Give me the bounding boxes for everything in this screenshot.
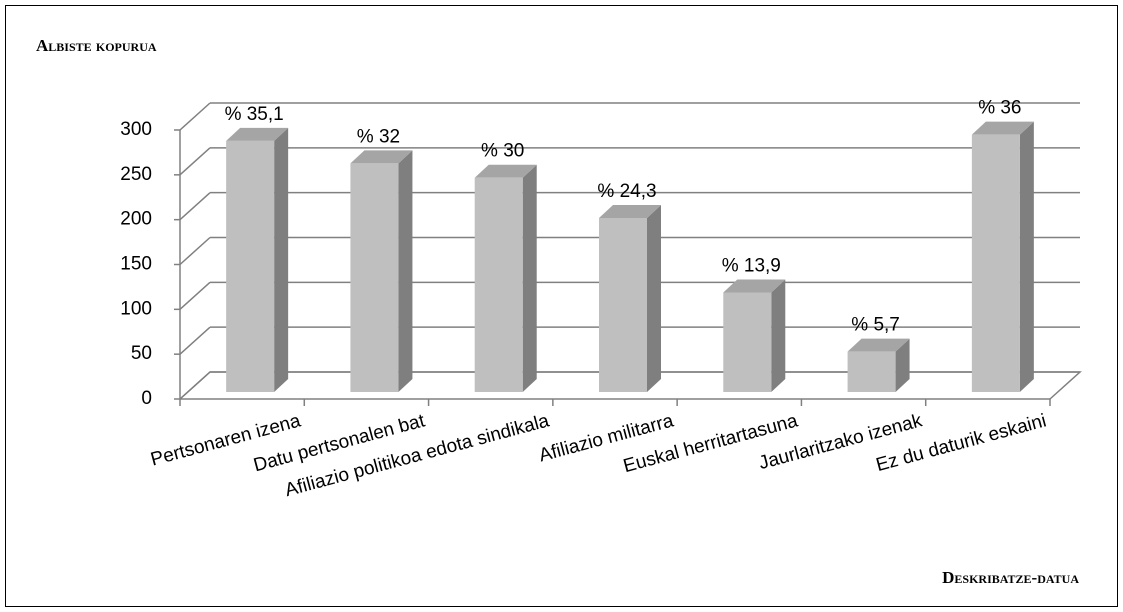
x-axis-label: Deskribatze-datua [942, 568, 1079, 587]
bar-top [847, 338, 910, 352]
y-tick-label: 150 [120, 254, 152, 275]
bar [350, 150, 413, 392]
chart-title: Albiste kopurua [36, 36, 157, 55]
grid-line-side [179, 192, 211, 221]
bar [723, 279, 786, 392]
bar-front [971, 134, 1020, 392]
bar-front [350, 163, 399, 392]
bar-top [599, 205, 661, 219]
grid-line-side [179, 236, 211, 266]
bar-top [226, 127, 289, 141]
bar-side [274, 127, 289, 392]
y-tick-label: 250 [120, 164, 152, 185]
bar-front [847, 351, 896, 392]
data-label: % 35,1 [225, 104, 284, 125]
bar [226, 127, 289, 392]
bar-top [971, 121, 1034, 135]
bar [971, 121, 1034, 392]
bar-side [771, 279, 786, 392]
data-label: % 36 [978, 98, 1021, 119]
grid-line-side [179, 147, 211, 176]
y-tick-label: 200 [120, 209, 152, 230]
y-tick-label: 100 [120, 298, 152, 319]
bar [599, 205, 661, 392]
data-label: % 13,9 [722, 255, 781, 276]
data-label: % 30 [481, 141, 524, 162]
grid-line-side [179, 371, 211, 400]
y-tick-label: 300 [120, 119, 152, 140]
y-tick-label: 50 [131, 343, 152, 364]
bar [474, 164, 537, 392]
bar-top [723, 279, 786, 293]
bar-side [398, 150, 413, 392]
bar [847, 338, 910, 392]
bar-top [350, 150, 413, 164]
y-tick-label: 0 [141, 388, 152, 409]
chart-frame [5, 5, 1118, 607]
data-label: % 32 [357, 126, 400, 147]
grid-line-side [179, 326, 211, 355]
grid-line-side [179, 281, 211, 310]
bar-front [723, 292, 772, 392]
bar-side [522, 164, 537, 392]
bar-side [647, 205, 661, 392]
bar-front [226, 140, 275, 392]
bar-top [474, 164, 537, 178]
data-label: % 5,7 [851, 315, 900, 336]
bar-front [599, 218, 647, 392]
bar-front [474, 177, 523, 392]
bar-side [1019, 121, 1034, 392]
grid-line-side [179, 102, 211, 131]
bar-side [895, 338, 910, 392]
data-label: % 24,3 [597, 181, 656, 202]
